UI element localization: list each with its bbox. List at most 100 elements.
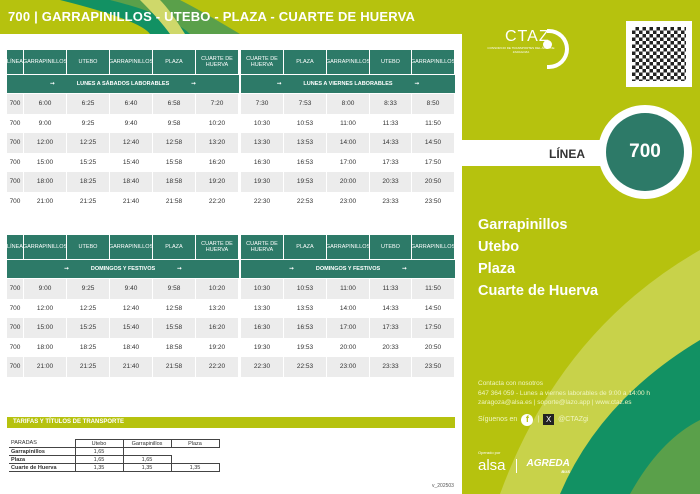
- time-cell: 15:00: [24, 318, 67, 338]
- table-row: 700 12:00 12:25 12:40 12:58 13:20 13:30 13:53 14…: [7, 298, 455, 318]
- stops-list: Garrapinillos Utebo Plaza Cuarte de Huerva: [478, 217, 598, 305]
- time-cell: 15:40: [110, 152, 153, 172]
- time-cell: 22:53: [284, 191, 327, 211]
- column-header: GARRAPINILLOS: [109, 235, 153, 259]
- arrow-right-icon: ➞: [414, 81, 420, 87]
- qr-code[interactable]: [626, 21, 692, 87]
- fare-cell: [171, 448, 219, 456]
- time-cell: 10:20: [196, 279, 241, 299]
- follow-label: Síguenos en: [478, 415, 518, 423]
- column-header: CUARTE DE HUERVA: [241, 50, 284, 74]
- time-cell: 22:30: [241, 357, 284, 377]
- time-cell: 6:58: [153, 94, 196, 114]
- contact-phone[interactable]: 647 364 059 - Lunes a viernes laborables…: [478, 389, 651, 397]
- column-header: GARRAPINILLOS: [109, 50, 153, 74]
- time-cell: 19:30: [241, 337, 284, 357]
- time-cell: 12:58: [153, 133, 196, 153]
- time-cell: 19:30: [241, 172, 284, 192]
- table-row: 700 21:00 21:25 21:40 21:58 22:20 22:30 22:53 23…: [7, 357, 455, 377]
- time-cell: 11:50: [412, 113, 455, 133]
- line-cell: 700: [7, 133, 24, 153]
- service-day-label: ➞ DOMINGOS Y FESTIVOS ➞: [7, 260, 239, 278]
- time-cell: 12:00: [24, 298, 67, 318]
- fare-cell: 1,35: [74, 463, 124, 472]
- time-cell: 14:00: [327, 133, 370, 153]
- time-cell: 7:20: [196, 94, 241, 114]
- time-cell: 22:53: [284, 357, 327, 377]
- time-cell: 19:53: [284, 172, 327, 192]
- time-cell: 12:40: [110, 298, 153, 318]
- time-cell: 18:40: [110, 172, 153, 192]
- arrow-right-icon: ➞: [289, 266, 294, 272]
- time-cell: 11:33: [370, 113, 412, 133]
- time-cell: 16:20: [196, 318, 241, 338]
- line-cell: 700: [7, 357, 24, 377]
- line-cell: 700: [7, 113, 24, 133]
- line-cell: 700: [7, 318, 24, 338]
- time-cell: 11:33: [370, 279, 412, 299]
- column-header: PLAZA: [284, 50, 327, 74]
- time-cell: 7:53: [284, 94, 327, 114]
- time-cell: 9:40: [110, 279, 153, 299]
- line-cell: 700: [7, 279, 24, 299]
- fares-table: PARADAS Utebo Garrapinillos Plaza Garrapinil…: [9, 439, 220, 472]
- time-cell: 11:00: [327, 113, 370, 133]
- table-row: 700 9:00 9:25 9:40 9:58 10:20 10:30 10:53 11:00 1…: [7, 113, 455, 133]
- contact-links[interactable]: zaragoza@alsa.es | soporte@lazo.app | ww…: [478, 399, 632, 406]
- service-day-label: ➞ DOMINGOS Y FESTIVOS ➞: [241, 260, 455, 278]
- column-header: GARRAPINILLOS: [411, 50, 455, 74]
- time-cell: 8:33: [370, 94, 412, 114]
- table-row: 700 18:00 18:25 18:40 18:58 19:20 19:30 19:53 20…: [7, 172, 455, 192]
- time-cell: 21:58: [153, 191, 196, 211]
- time-cell: 8:00: [327, 94, 370, 114]
- time-cell: 19:20: [196, 337, 241, 357]
- time-cell: 12:25: [67, 133, 110, 153]
- time-cell: 15:00: [24, 152, 67, 172]
- social-handle[interactable]: @CTAZgi: [558, 415, 589, 423]
- column-header: CUARTE DE HUERVA: [196, 235, 241, 259]
- time-cell: 10:53: [284, 113, 327, 133]
- time-cell: 23:00: [327, 357, 370, 377]
- contact-info: Contacta con nosotros 647 364 059 - Lune…: [478, 380, 651, 426]
- fare-cell: [123, 448, 171, 456]
- service-day-label: ➞ LUNES A SÁBADOS LABORABLES ➞: [7, 75, 239, 93]
- operated-by-label: Operado por: [478, 450, 501, 455]
- arrow-right-icon: ➞: [177, 266, 182, 272]
- table-row: 700 15:00 15:25 15:40 15:58 16:20 16:30 16:53 17…: [7, 152, 455, 172]
- time-cell: 16:53: [284, 318, 327, 338]
- page-title: 700 | GARRAPINILLOS - UTEBO - PLAZA - CU…: [8, 9, 416, 24]
- column-header: CUARTE DE HUERVA: [241, 235, 284, 259]
- time-cell: 15:40: [110, 318, 153, 338]
- time-cell: 13:30: [241, 298, 284, 318]
- agreda-logo: AGREDA BUS: [526, 457, 570, 474]
- time-cell: 19:20: [196, 172, 241, 192]
- time-cell: 17:50: [412, 318, 455, 338]
- fare-cell: 1,65: [74, 447, 124, 456]
- fare-cell: Garrapinillos: [122, 439, 172, 448]
- x-icon[interactable]: X: [543, 414, 555, 425]
- fare-cell: Plaza: [9, 455, 76, 464]
- table-row: 700 18:00 18:25 18:40 18:58 19:20 19:30 19:53 20…: [7, 337, 455, 357]
- stop-name: Utebo: [478, 239, 520, 255]
- facebook-icon[interactable]: f: [521, 413, 534, 426]
- column-header: LÍNEA: [7, 50, 24, 74]
- time-cell: 14:00: [327, 298, 370, 318]
- table-row: 700 15:00 15:25 15:40 15:58 16:20 16:30 16:53 17…: [7, 318, 455, 338]
- time-cell: 18:00: [24, 172, 67, 192]
- time-cell: 13:53: [284, 133, 327, 153]
- line-cell: 700: [7, 298, 24, 318]
- line-cell: 700: [7, 337, 24, 357]
- time-cell: 16:30: [241, 318, 284, 338]
- time-cell: 18:25: [67, 337, 110, 357]
- column-header: GARRAPINILLOS: [326, 50, 370, 74]
- fare-row: Plaza 1,65 1,65: [9, 455, 219, 464]
- time-cell: 11:50: [412, 279, 455, 299]
- service-day-label: ➞ LUNES A VIERNES LABORABLES ➞: [241, 75, 455, 93]
- time-cell: 6:25: [67, 94, 110, 114]
- fare-cell: Plaza: [170, 439, 220, 448]
- time-cell: 7:30: [241, 94, 284, 114]
- time-cell: 20:00: [327, 172, 370, 192]
- fare-cell: Cuarte de Huerva: [9, 463, 76, 472]
- time-cell: 9:25: [67, 279, 110, 299]
